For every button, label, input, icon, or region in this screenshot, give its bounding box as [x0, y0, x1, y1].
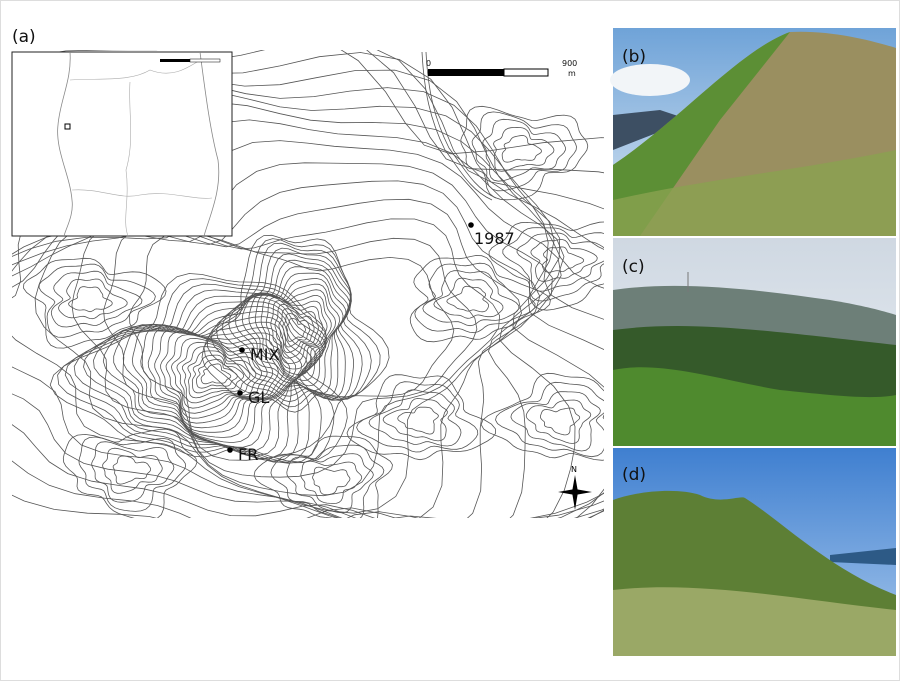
figure: (a) 0 900 m N 1987 MIX GL FR: [0, 0, 900, 681]
site-dot: [227, 447, 233, 453]
scale-end: 900: [562, 59, 577, 68]
site-dot: [239, 347, 245, 353]
scale-unit: m: [568, 69, 576, 78]
panel-label: (c): [622, 257, 645, 277]
site-label: FR: [238, 445, 258, 464]
site-label: MIX: [250, 345, 280, 364]
photo-b: (b): [610, 28, 896, 236]
panel-label: (a): [12, 27, 36, 47]
photo-d: (d): [613, 448, 896, 656]
site-dot: [468, 222, 474, 228]
site-label: 1987: [474, 229, 515, 248]
inset-map: [12, 52, 232, 236]
site-dot: [237, 390, 243, 396]
panel-label: (b): [622, 47, 646, 67]
site-label: GL: [248, 388, 269, 407]
north-label: N: [571, 465, 577, 474]
panel-label: (d): [622, 465, 646, 485]
scale-start: 0: [426, 59, 431, 68]
photo-c: (c): [613, 238, 896, 446]
